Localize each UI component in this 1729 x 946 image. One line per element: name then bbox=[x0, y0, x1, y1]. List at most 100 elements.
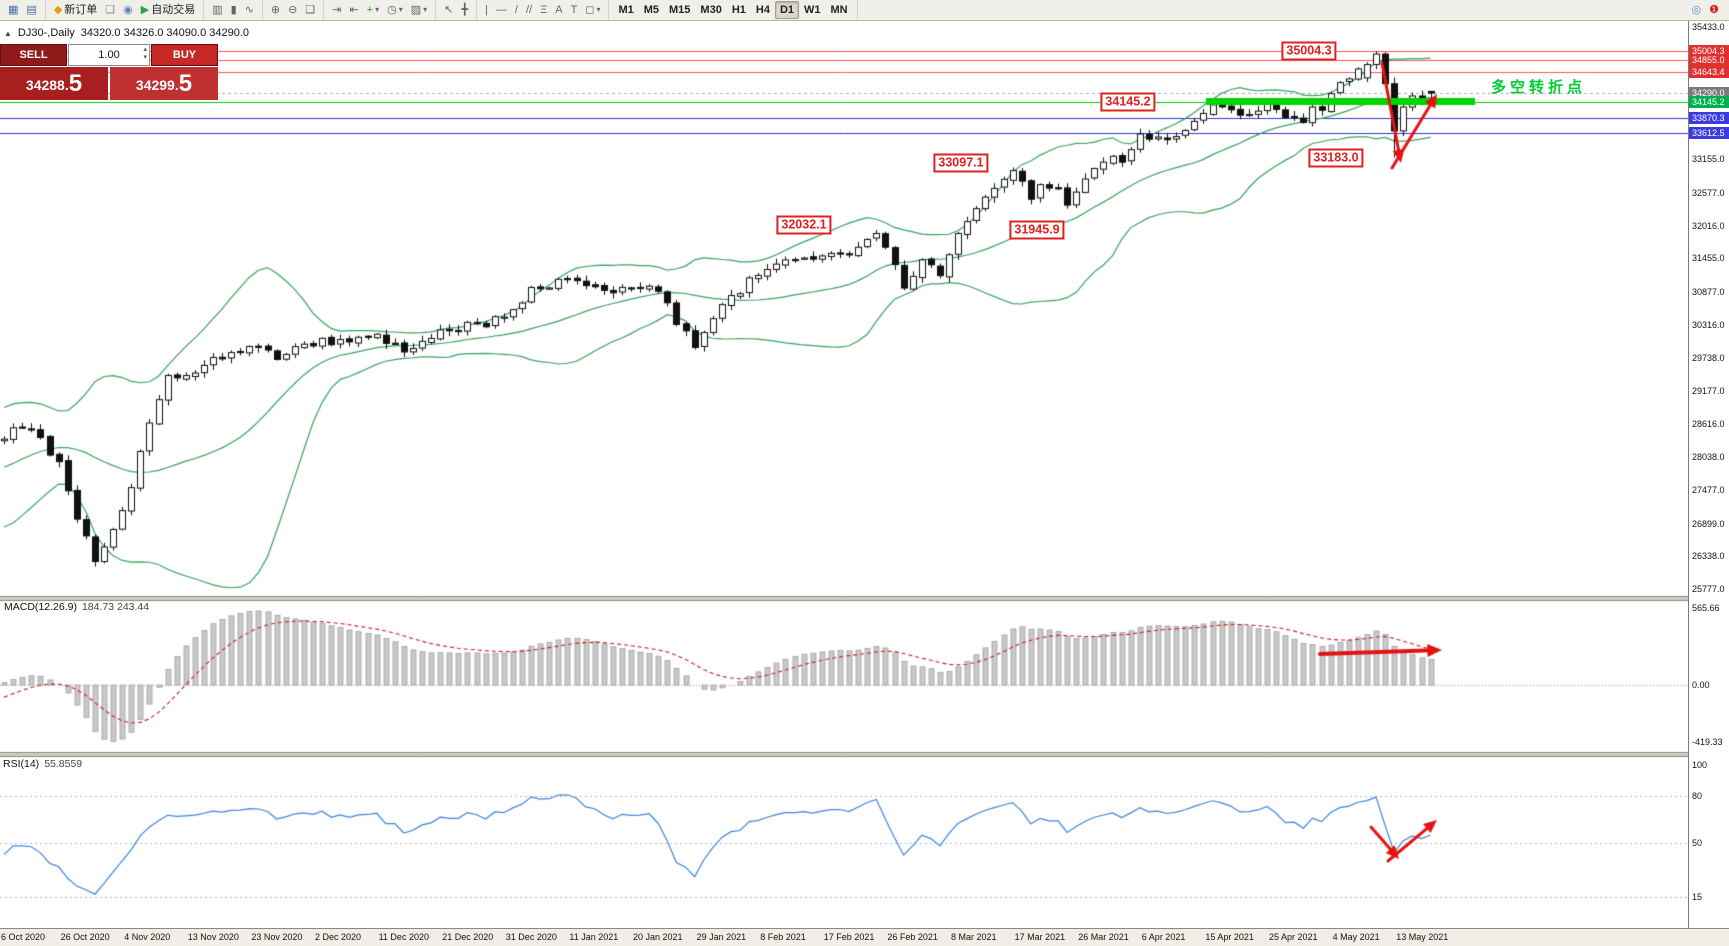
date-label: 13 May 2021 bbox=[1396, 932, 1449, 942]
volume-input[interactable]: 1.00 ▴ ▾ bbox=[68, 44, 150, 66]
tile-windows-icon[interactable]: ❏ bbox=[305, 4, 316, 16]
buy-button[interactable]: BUY bbox=[151, 44, 218, 66]
date-label: 2 Dec 2020 bbox=[315, 932, 362, 942]
candle-chart-type-icon[interactable]: ▮ bbox=[230, 4, 237, 16]
scale-tick: 26338.0 bbox=[1692, 551, 1725, 562]
search-icon[interactable]: ◎ bbox=[1691, 4, 1702, 16]
new-chart-icon[interactable]: ▦ bbox=[8, 4, 19, 16]
scale-tick: 29177.0 bbox=[1692, 385, 1725, 396]
window-list-icon[interactable]: ▤ bbox=[26, 4, 37, 16]
scale-tick: 15 bbox=[1692, 891, 1703, 902]
price-level-badge: 34855.0 bbox=[1689, 54, 1729, 67]
scale-tick: 33155.0 bbox=[1692, 154, 1725, 165]
zoom-in-icon[interactable]: ⊕ bbox=[270, 4, 281, 16]
volume-down-icon[interactable]: ▾ bbox=[143, 54, 147, 61]
date-label: 6 Oct 2020 bbox=[1, 932, 46, 942]
crosshair-icon[interactable]: ╋ bbox=[461, 4, 469, 16]
new-order-button[interactable]: ◆ 新订单 bbox=[53, 4, 98, 16]
scale-tick: 28616.0 bbox=[1692, 418, 1725, 429]
scale-tick: 30316.0 bbox=[1692, 319, 1725, 330]
scale-tick: 565.66 bbox=[1692, 602, 1720, 613]
news-icon[interactable]: ◉ bbox=[123, 4, 133, 16]
date-label: 8 Mar 2021 bbox=[951, 932, 997, 942]
date-label: 29 Jan 2021 bbox=[696, 932, 747, 942]
scale-tick: 0.00 bbox=[1692, 680, 1710, 690]
tf-mn-button[interactable]: MN bbox=[830, 4, 848, 16]
bar-chart-type-icon[interactable]: ▥ bbox=[212, 4, 223, 16]
chart-canvas[interactable] bbox=[0, 20, 1689, 928]
shapes-icon[interactable]: ◻ ▾ bbox=[585, 4, 601, 16]
buy-price-button[interactable]: 34299. 5 bbox=[110, 67, 218, 100]
periods-icon[interactable]: ◷ ▾ bbox=[387, 4, 403, 16]
chart-shift-icon[interactable]: ⇤ bbox=[349, 4, 359, 16]
date-label: 8 Feb 2021 bbox=[760, 932, 806, 942]
scale-tick: 26899.0 bbox=[1692, 518, 1725, 529]
tf-h1-button[interactable]: H1 bbox=[731, 4, 746, 16]
date-label: 25 Apr 2021 bbox=[1269, 932, 1318, 942]
cursor-icon[interactable]: ↖ bbox=[444, 4, 454, 16]
one-click-trading-panel: SELL 1.00 ▴ ▾ BUY 34288. 5 34299. 5 bbox=[0, 44, 218, 100]
scale-tick: 27477.0 bbox=[1692, 484, 1725, 495]
scale-tick: 31455.0 bbox=[1692, 253, 1725, 264]
fibonacci-icon[interactable]: Ξ bbox=[540, 4, 548, 16]
date-label: 11 Dec 2020 bbox=[378, 932, 429, 942]
vertical-line-icon[interactable]: | bbox=[485, 4, 488, 16]
channel-icon[interactable]: // bbox=[525, 4, 533, 16]
sell-button[interactable]: SELL bbox=[0, 44, 67, 66]
price-level-badge: 34145.2 bbox=[1689, 95, 1729, 108]
notification-icon[interactable]: ❶ bbox=[1709, 4, 1719, 16]
tf-m15-button[interactable]: M15 bbox=[669, 4, 691, 16]
autotrade-button[interactable]: ▶ 自动交易 bbox=[140, 4, 196, 16]
zoom-out-icon[interactable]: ⊖ bbox=[288, 4, 298, 16]
trendline-icon[interactable]: / bbox=[514, 4, 518, 16]
horizontal-line-icon[interactable]: — bbox=[495, 4, 507, 16]
tf-m30-button[interactable]: M30 bbox=[700, 4, 722, 16]
date-label: 4 May 2021 bbox=[1332, 932, 1380, 942]
scale-tick: 32016.0 bbox=[1692, 220, 1725, 231]
scale-tick: 32577.0 bbox=[1692, 187, 1725, 198]
tf-h4-button[interactable]: H4 bbox=[755, 4, 770, 16]
indicators-icon[interactable]: + ▾ bbox=[366, 4, 380, 16]
date-label: 6 Apr 2021 bbox=[1141, 932, 1186, 942]
tf-d1-button[interactable]: D1 bbox=[774, 1, 800, 19]
price-level-badge: 34643.4 bbox=[1689, 66, 1729, 79]
date-label: 11 Jan 2021 bbox=[569, 932, 619, 942]
rsi-pane-label: RSI(14) 55.8559 bbox=[3, 758, 83, 770]
tf-m1-button[interactable]: M1 bbox=[618, 4, 634, 16]
main-toolbar: ▦ ▤ ◆ 新订单 ❏ ◉ ▶ 自动交易 ▥ ▮ ∿ ⊕ ⊖ ❏ ⇥ ⇤ + ▾ ◷ ▾ ▨ ▾ ↖ ╋ | — ///Ξ A T ◻ ▾ M… bbox=[0, 0, 1729, 21]
date-label: 17 Feb 2021 bbox=[823, 932, 875, 942]
date-label: 23 Nov 2020 bbox=[251, 932, 303, 942]
auto-scroll-icon[interactable]: ⇥ bbox=[332, 4, 342, 16]
date-label: 17 Mar 2021 bbox=[1014, 932, 1066, 942]
scale-tick: -419.33 bbox=[1692, 737, 1723, 748]
line-chart-type-icon[interactable]: ∿ bbox=[244, 4, 254, 16]
date-label: 31 Dec 2020 bbox=[505, 932, 557, 942]
price-scale[interactable]: 35433.0 33155.0 32577.0 32016.0 31455.0 30877… bbox=[1688, 20, 1729, 928]
date-label: 4 Nov 2020 bbox=[124, 932, 171, 942]
time-axis[interactable]: 6 Oct 2020 26 Oct 2020 4 Nov 2020 13 Nov 20… bbox=[0, 928, 1729, 946]
scale-tick: 100 bbox=[1692, 760, 1708, 770]
templates-icon[interactable]: ▨ ▾ bbox=[410, 4, 428, 16]
date-label: 13 Nov 2020 bbox=[187, 932, 239, 942]
tf-w1-button[interactable]: W1 bbox=[804, 4, 821, 16]
date-label: 15 Apr 2021 bbox=[1205, 932, 1254, 942]
symbol-header: ▲ DJ30-,Daily 34320.0 34326.0 34090.0 34… bbox=[4, 27, 249, 39]
date-label: 26 Oct 2020 bbox=[60, 932, 110, 942]
date-label: 20 Jan 2021 bbox=[633, 932, 683, 942]
volume-value: 1.00 bbox=[98, 49, 120, 61]
scale-tick: 25777.0 bbox=[1692, 583, 1725, 594]
sell-price-button[interactable]: 34288. 5 bbox=[0, 67, 108, 100]
tf-m5-button[interactable]: M5 bbox=[643, 4, 660, 16]
one-click-collapse-icon[interactable]: ▲ bbox=[4, 28, 12, 38]
chart-trade-icon[interactable]: ❏ bbox=[105, 4, 116, 16]
price-level-badge: 33870.3 bbox=[1689, 111, 1729, 124]
text-icon[interactable]: A bbox=[555, 4, 563, 16]
scale-tick: 28038.0 bbox=[1692, 452, 1725, 463]
volume-up-icon[interactable]: ▴ bbox=[143, 46, 147, 53]
date-label: 26 Mar 2021 bbox=[1078, 932, 1129, 942]
date-label: 26 Feb 2021 bbox=[887, 932, 938, 942]
symbol-name: DJ30-,Daily bbox=[17, 27, 75, 39]
scale-tick: 50 bbox=[1692, 837, 1703, 848]
label-icon[interactable]: T bbox=[570, 4, 578, 16]
